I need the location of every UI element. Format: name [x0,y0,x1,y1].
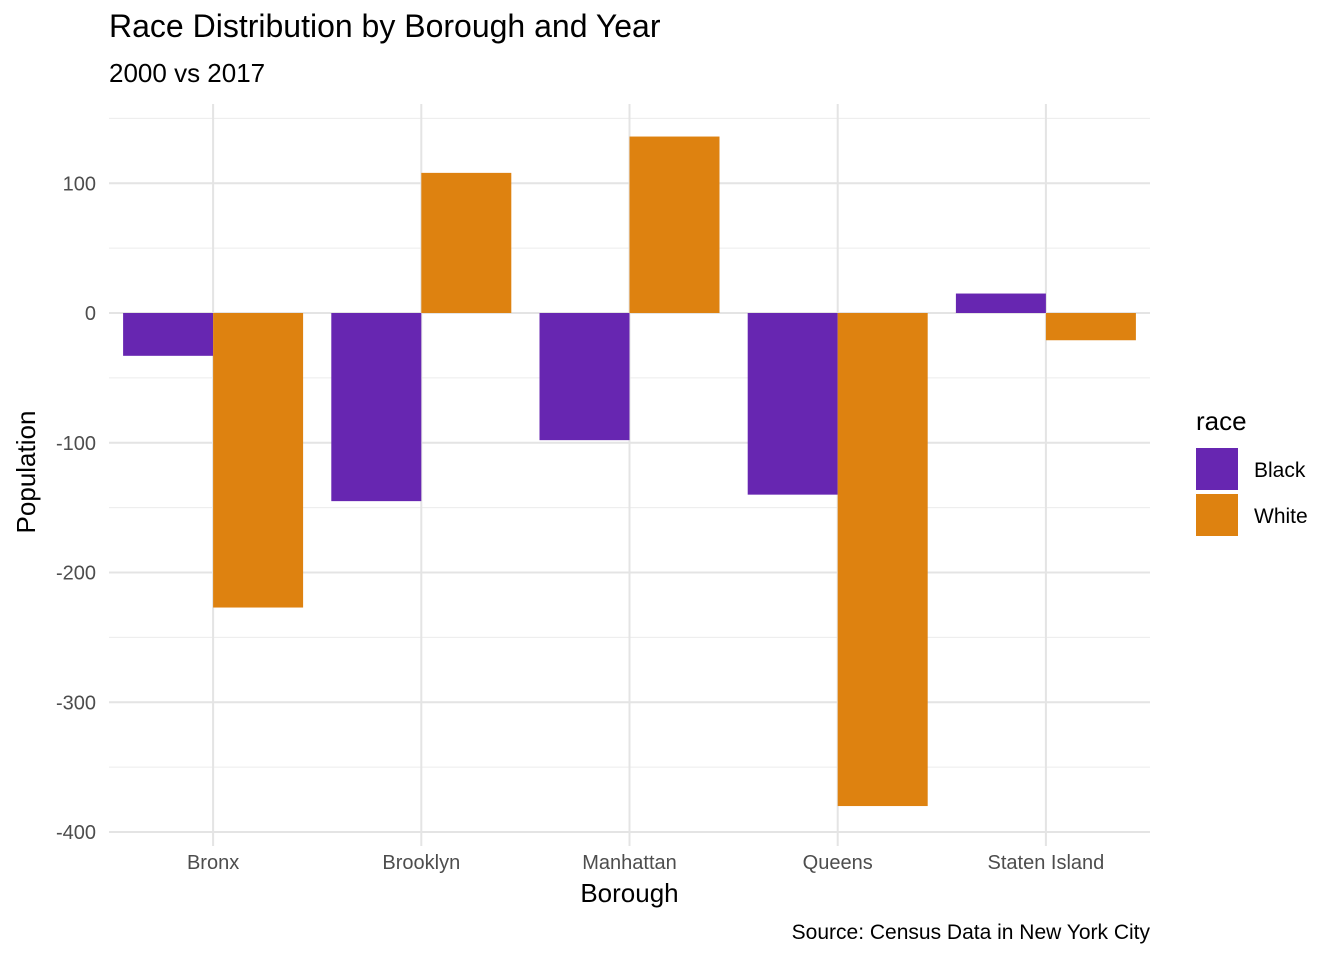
bar-black-queens [747,313,838,495]
legend-key-black [1196,448,1238,490]
y-tick-label: -100 [56,433,96,455]
x-tick-label: Bronx [187,852,239,874]
x-tick-label: Staten Island [988,852,1105,874]
legend-key-white [1196,494,1238,536]
legend-label-black: Black [1254,459,1306,482]
bar-black-staten-island [955,293,1046,313]
chart-subtitle: 2000 vs 2017 [109,58,266,88]
bar-white-staten-island [1045,313,1136,341]
x-tick-label: Manhattan [582,852,677,874]
bar-black-brooklyn [331,313,422,502]
y-tick-label: -400 [56,822,96,844]
bar-white-bronx [213,313,304,608]
bar-white-brooklyn [421,172,512,313]
x-tick-label: Queens [803,852,873,874]
y-tick-label: -200 [56,563,96,585]
legend-title: race [1196,406,1247,436]
chart-caption: Source: Census Data in New York City [791,921,1150,944]
y-tick-label: 100 [63,173,96,195]
y-axis-title: Population [11,411,41,534]
x-tick-label: Brooklyn [382,852,460,874]
y-tick-label: -300 [56,692,96,714]
bar-black-bronx [123,313,214,356]
y-tick-label: 0 [85,303,96,325]
bar-white-queens [837,313,928,807]
x-axis-title: Borough [580,878,678,908]
chart-title: Race Distribution by Borough and Year [109,8,661,44]
bar-white-manhattan [629,136,720,313]
bar-black-manhattan [539,313,630,441]
legend-label-white: White [1254,505,1308,528]
